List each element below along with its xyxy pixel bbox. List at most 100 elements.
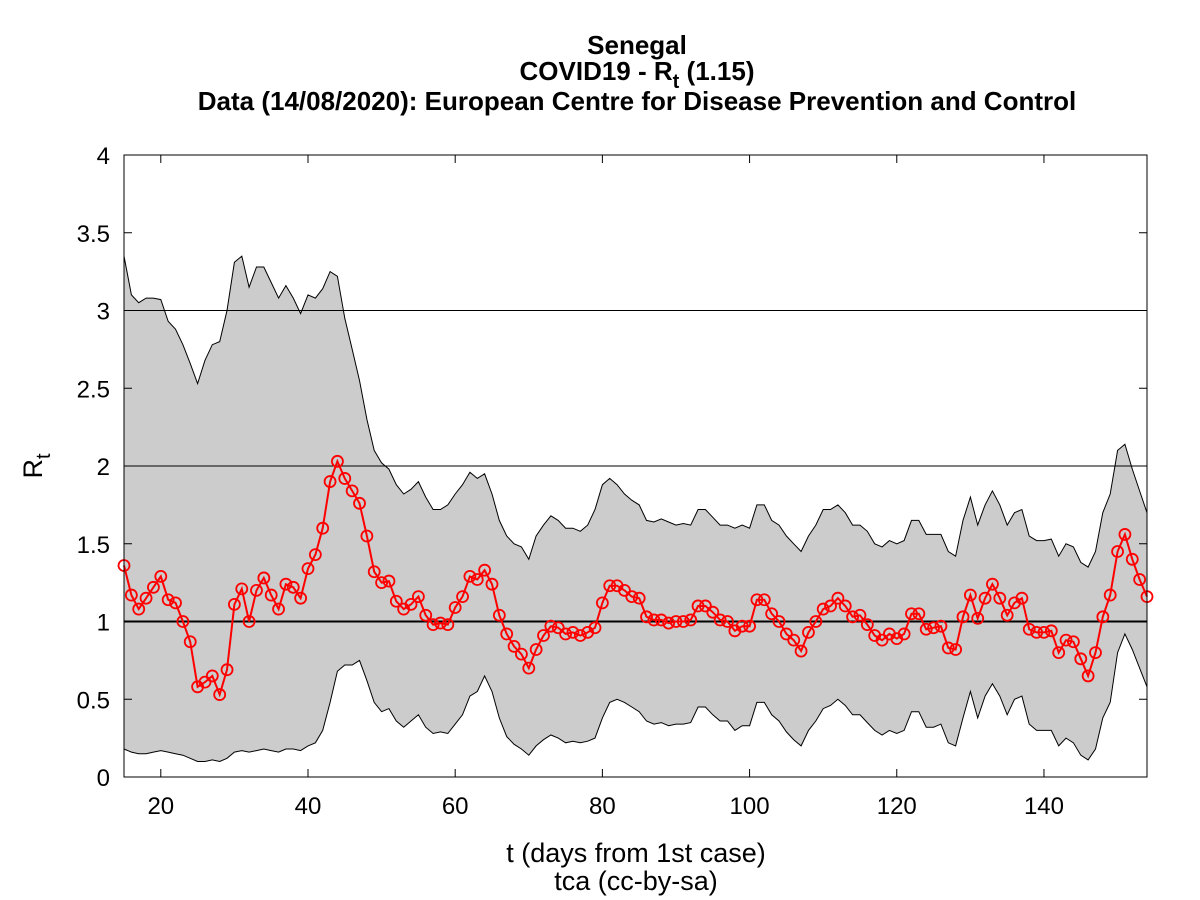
rt-data-point	[824, 599, 837, 613]
rt-data-point	[750, 593, 764, 607]
rt-data-point	[169, 596, 182, 610]
x-tick-label: 20	[147, 793, 174, 820]
rt-data-point	[743, 619, 756, 633]
rt-data-point	[632, 591, 646, 605]
rt-data-point	[684, 613, 698, 627]
rt-data-point	[485, 577, 499, 591]
rt-data-point	[360, 529, 374, 543]
rt-data-point	[787, 633, 801, 647]
rt-data-point	[1125, 552, 1139, 566]
rt-data-point	[1044, 624, 1058, 638]
chart-title-metric: COVID19 - Rt (1.15)	[520, 56, 755, 93]
rt-data-point	[956, 610, 970, 624]
rt-data-point	[713, 613, 727, 627]
rt-data-point	[1022, 622, 1036, 636]
rt-series-line	[123, 458, 1148, 698]
rt-data-point	[382, 574, 396, 588]
rt-data-point	[316, 521, 330, 535]
rt-data-point	[294, 591, 308, 605]
rt-data-point	[1074, 652, 1088, 666]
rt-data-point	[1103, 588, 1117, 602]
rt-data-point	[492, 608, 506, 622]
band-lower-edge	[123, 632, 1148, 763]
rt-data-point	[308, 548, 322, 562]
rt-data-point	[264, 588, 278, 602]
confidence-band-layer	[123, 255, 1148, 763]
rt-data-point	[625, 590, 639, 604]
rt-data-point	[1089, 646, 1102, 659]
rt-data-point	[897, 627, 911, 641]
rt-data-point	[183, 635, 197, 649]
rt-data-point	[676, 615, 690, 628]
rt-data-point	[257, 571, 271, 585]
rt-data-point	[1111, 545, 1124, 558]
rt-data-point	[1037, 625, 1051, 639]
rt-data-point	[905, 607, 918, 621]
rt-data-point	[139, 591, 153, 605]
series-layer	[117, 454, 1154, 701]
rt-data-point	[934, 619, 948, 633]
rt-data-point	[345, 484, 359, 498]
rt-data-point	[515, 647, 528, 661]
rt-data-point	[662, 616, 676, 630]
rt-data-point	[757, 593, 771, 607]
rt-data-point	[154, 570, 168, 583]
rt-data-point	[831, 591, 845, 605]
rt-data-point	[669, 615, 683, 628]
rt-data-point	[235, 582, 249, 596]
rt-data-point	[522, 661, 536, 675]
rt-data-point	[1118, 528, 1132, 541]
rt-data-point	[463, 570, 477, 583]
rt-data-point	[1096, 610, 1110, 624]
y-tick-label: 0	[97, 765, 110, 792]
rt-data-point	[286, 580, 300, 594]
chart-title-country: Senegal	[587, 30, 687, 60]
rt-data-point	[566, 625, 580, 639]
y-axis-label-subscript: t	[33, 453, 55, 459]
chart-title-metric-suffix: (1.15)	[679, 56, 754, 86]
rt-data-point	[721, 615, 734, 628]
y-tick-label: 0.5	[77, 687, 110, 714]
rt-data-point	[706, 605, 720, 619]
rt-data-point	[551, 621, 565, 635]
y-tick-label: 3.5	[77, 221, 110, 248]
rt-data-point	[147, 580, 160, 594]
rt-data-point	[205, 669, 219, 683]
rt-data-point	[375, 576, 388, 590]
rt-data-point	[323, 475, 337, 488]
rt-data-point	[978, 591, 992, 605]
rt-data-point	[419, 608, 433, 622]
rt-data-point	[353, 496, 366, 510]
x-tick-label: 40	[295, 793, 322, 820]
chart-title-metric-subscript: t	[673, 71, 680, 93]
rt-data-point	[448, 601, 462, 614]
rt-data-point	[434, 616, 447, 630]
band-upper-edge	[123, 255, 1148, 568]
y-axis-label-main: R	[18, 459, 48, 479]
rt-data-point	[846, 610, 860, 624]
x-tick-label: 80	[589, 793, 616, 820]
rt-data-point	[198, 675, 212, 689]
chart-title-metric-main: COVID19 - R	[520, 56, 673, 86]
rt-data-point	[691, 599, 705, 613]
rt-data-point	[573, 629, 587, 642]
x-tick-label: 120	[877, 793, 917, 820]
rt-data-point	[647, 613, 661, 627]
rt-data-point	[802, 625, 815, 639]
rt-data-point	[176, 615, 190, 628]
rt-data-point	[1000, 608, 1014, 622]
rt-data-point	[272, 602, 285, 616]
rt-data-point	[1015, 591, 1029, 605]
rt-data-point	[441, 618, 455, 632]
x-tick-label: 60	[442, 793, 469, 820]
rt-data-point	[772, 615, 786, 628]
rt-data-point	[544, 619, 558, 633]
reference-lines-layer	[124, 310, 1147, 623]
rt-data-point	[529, 643, 543, 656]
rt-data-point	[875, 633, 889, 647]
rt-data-point	[426, 618, 440, 632]
rt-data-point	[279, 577, 293, 591]
y-tick-label: 3	[97, 299, 110, 326]
rt-data-point	[809, 615, 823, 628]
chart-title-source: Data (14/08/2020): European Centre for D…	[198, 86, 1076, 116]
